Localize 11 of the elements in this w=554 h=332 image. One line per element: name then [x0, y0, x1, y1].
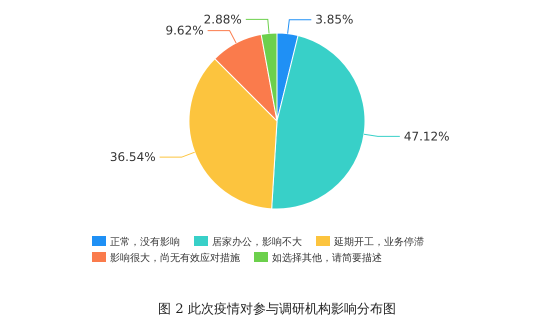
data-label: 36.54%: [110, 150, 156, 164]
data-label: 9.62%: [165, 24, 204, 38]
legend-label: 延期开工，业务停滞: [333, 236, 424, 248]
data-label: 3.85%: [315, 12, 354, 27]
data-label: 2.88%: [204, 12, 242, 26]
legend-label: 正常，没有影响: [110, 236, 180, 248]
caption: 图 2 此次疫情对参与调研机构影响分布图: [158, 302, 396, 317]
data-label: 47.12%: [404, 129, 450, 144]
legend-label: 影响很大，尚无有效应对措施: [110, 252, 240, 264]
legend-label: 如选择其他，请简要描述: [272, 252, 382, 264]
legend-label: 居家办公，影响不大: [212, 236, 302, 248]
